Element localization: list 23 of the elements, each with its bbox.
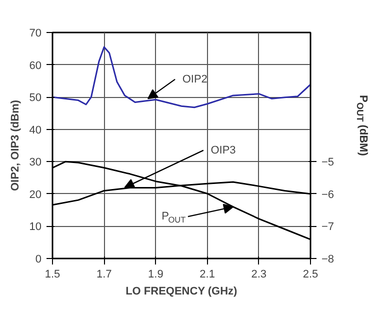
y-tick-label: 40 [29, 124, 42, 136]
x-tick-label: 2.5 [302, 268, 318, 280]
annotation: OIP2 [182, 73, 208, 86]
x-axis-title: LO FREQENCY (GHz) [126, 286, 238, 298]
y2-tick-label: −6 [322, 188, 334, 201]
x-tick-label: 2.1 [200, 268, 215, 280]
y-tick-label: 50 [29, 92, 42, 104]
y-tick-label: 10 [29, 221, 42, 234]
x-tick-label: 1.5 [44, 268, 60, 280]
y-tick-label: 0 [35, 254, 42, 266]
y-tick-label: 20 [29, 188, 42, 201]
x-tick-label: 1.7 [96, 268, 112, 280]
y-tick-label: 70 [29, 28, 42, 40]
x-tick-label: 2.3 [251, 268, 267, 280]
y2-tick-label: −5 [322, 156, 334, 169]
annotation: OIP3 [210, 144, 236, 156]
line-series [52, 46, 310, 108]
y2-tick-label: −7 [322, 221, 334, 234]
y-tick-label: 60 [29, 60, 42, 72]
x-tick-label: 1.9 [148, 268, 164, 280]
y2-tick-label: −8 [322, 254, 334, 266]
y-tick-label: 30 [29, 156, 42, 169]
y-axis-title: OIP2, OIP3 (dBm) [9, 100, 22, 192]
